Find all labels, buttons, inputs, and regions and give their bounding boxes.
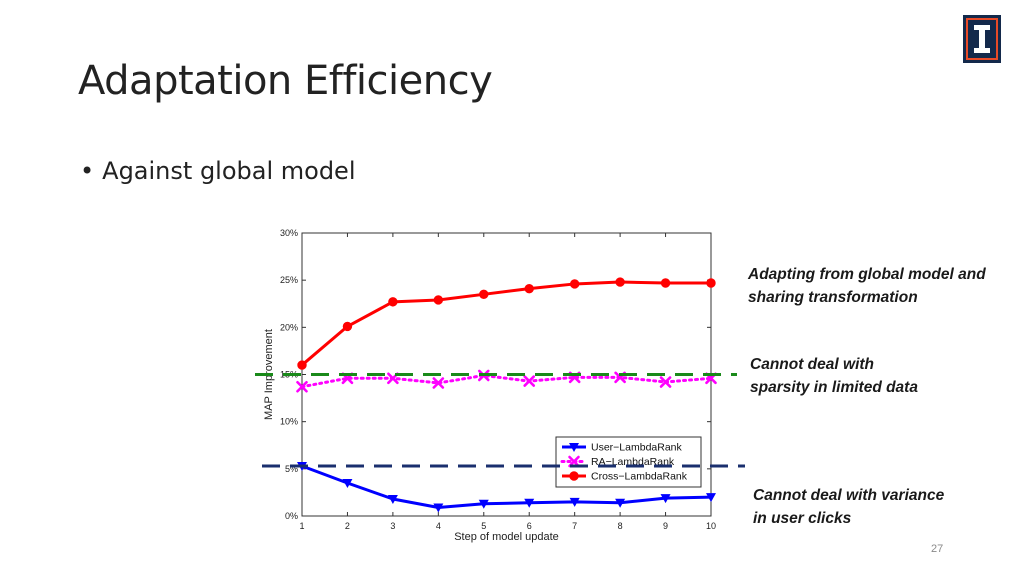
point-cross-lambdarank-5 <box>479 289 489 300</box>
x-tick-label-2: 3 <box>390 521 395 531</box>
bullet-item: • Against global model <box>80 157 356 185</box>
annotation-cross-lambdarank: Adapting from global model and sharing t… <box>748 266 986 306</box>
point-cross-lambdarank-4 <box>433 295 444 305</box>
legend-marker-cross-lambdarank <box>569 471 579 481</box>
point-cross-lambdarank-6 <box>524 283 534 294</box>
legend-label-cross-lambdarank: Cross−LambdaRank <box>591 471 688 483</box>
x-axis-label: Step of model update <box>454 531 559 543</box>
point-cross-lambdarank-2 <box>342 321 353 332</box>
slide-title: Adaptation Efficiency <box>78 58 493 104</box>
x-tick-label-4: 5 <box>481 521 486 531</box>
x-tick-label-6: 7 <box>572 521 577 531</box>
x-tick-label-0: 1 <box>299 521 304 531</box>
series-line-user-lambdarank <box>301 464 712 510</box>
x-tick-label-8: 9 <box>663 521 668 531</box>
point-user-lambdarank-3 <box>387 495 398 505</box>
bullet-text: Against global model <box>102 157 356 185</box>
x-tick-label-5: 6 <box>527 521 532 531</box>
x-tick-label-9: 10 <box>706 521 716 531</box>
annotation-ra-lambdarank: Cannot deal with sparsity in limited dat… <box>750 356 918 396</box>
legend-marker-user-lambdarank <box>569 443 579 452</box>
y-tick-label-6: 30% <box>280 228 298 238</box>
point-cross-lambdarank-7 <box>569 279 580 289</box>
point-user-lambdarank-9 <box>660 494 671 504</box>
series-line-ra-lambdarank <box>300 373 713 389</box>
point-ra-lambdarank-4 <box>432 377 445 389</box>
point-cross-lambdarank-3 <box>388 297 398 307</box>
x-tick-label-3: 4 <box>436 521 441 531</box>
point-ra-lambdarank-9 <box>659 376 672 388</box>
legend-marker-ra-lambdarank <box>568 455 580 468</box>
point-user-lambdarank-6 <box>524 498 535 508</box>
point-cross-lambdarank-10 <box>706 278 716 288</box>
illinois-logo-icon <box>963 15 1001 63</box>
point-user-lambdarank-5 <box>478 499 489 509</box>
point-ra-lambdarank-6 <box>523 375 536 387</box>
page-number: 27 <box>931 543 944 555</box>
point-cross-lambdarank-1 <box>297 360 307 370</box>
y-tick-label-1: 5% <box>285 464 298 474</box>
point-user-lambdarank-7 <box>569 497 580 507</box>
y-tick-label-0: 0% <box>285 511 298 521</box>
series-line-cross-lambdarank <box>301 280 711 367</box>
x-tick-label-7: 8 <box>618 521 623 531</box>
x-tick-label-1: 2 <box>345 521 350 531</box>
legend: User−LambdaRankRA−LambdaRankCross−Lambda… <box>555 436 702 488</box>
point-user-lambdarank-4 <box>433 503 444 513</box>
bullet-dot-icon: • <box>80 157 95 185</box>
point-user-lambdarank-10 <box>706 493 716 503</box>
point-cross-lambdarank-8 <box>615 277 625 287</box>
point-ra-lambdarank-1 <box>296 380 308 393</box>
y-tick-label-4: 20% <box>280 322 298 332</box>
y-tick-label-5: 25% <box>280 275 298 285</box>
point-user-lambdarank-2 <box>342 478 353 488</box>
annotation-user-lambdarank: Cannot deal with variance in user clicks <box>753 487 945 527</box>
point-user-lambdarank-8 <box>615 498 626 508</box>
y-tick-label-2: 10% <box>280 417 298 427</box>
point-cross-lambdarank-9 <box>660 278 671 288</box>
legend-label-user-lambdarank: User−LambdaRank <box>591 442 683 454</box>
